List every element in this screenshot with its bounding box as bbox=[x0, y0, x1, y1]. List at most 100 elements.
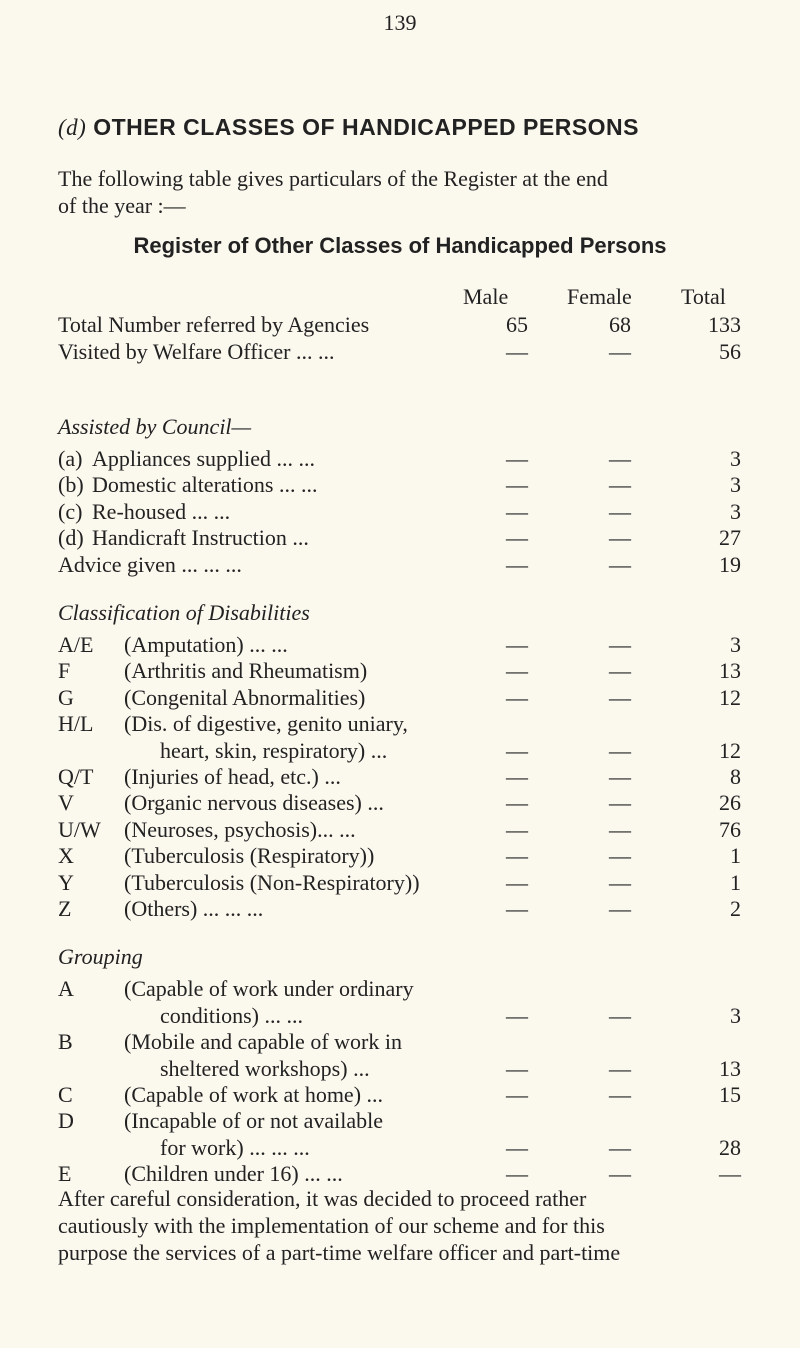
row-label: (Amputation) ... ... bbox=[124, 632, 288, 657]
female-value: — bbox=[609, 1082, 631, 1107]
female-value: — bbox=[609, 472, 631, 498]
female-value: — bbox=[609, 737, 631, 763]
table-row: C (Capable of work at home) ... — — 15 bbox=[0, 1082, 800, 1109]
table-row: Q/T (Injuries of head, etc.) ... — — 8 bbox=[0, 764, 800, 791]
female-value: — bbox=[609, 1134, 631, 1160]
female-value: — bbox=[609, 816, 631, 842]
intro-line-2: of the year :— bbox=[58, 193, 186, 218]
total-value: 1 bbox=[730, 843, 741, 869]
intro-line-1: The following table gives particulars of… bbox=[58, 166, 608, 191]
row-code: (a) bbox=[58, 446, 83, 471]
table-row: Visited by Welfare Officer ... ... — — 56 bbox=[0, 339, 800, 366]
row-code: (d) bbox=[58, 525, 84, 551]
male-value: — bbox=[506, 525, 528, 551]
total-value: 28 bbox=[719, 1134, 741, 1160]
female-value: — bbox=[609, 551, 631, 577]
row-label: heart, skin, respiratory) ... bbox=[160, 737, 388, 763]
row-code: Z bbox=[58, 896, 72, 921]
row-code: A bbox=[58, 976, 74, 1002]
row-label: (Incapable of or not available bbox=[124, 1108, 383, 1134]
female-value: — bbox=[609, 632, 631, 657]
table-row: E (Children under 16) ... ... — — — bbox=[0, 1161, 800, 1188]
column-header-total: Total bbox=[681, 284, 726, 309]
table-row: H/L (Dis. of digestive, genito uniary, bbox=[0, 711, 800, 738]
female-value: — bbox=[609, 764, 631, 789]
total-value: 3 bbox=[730, 498, 741, 524]
male-value: — bbox=[506, 764, 528, 789]
page-number: 139 bbox=[383, 10, 417, 35]
total-value: 3 bbox=[730, 472, 741, 498]
table-row: G (Congenital Abnormalities) — — 12 bbox=[0, 685, 800, 712]
table-row: Y (Tuberculosis (Non-Respiratory)) — — 1 bbox=[0, 870, 800, 897]
total-value: 1 bbox=[730, 869, 741, 895]
total-value: 13 bbox=[719, 658, 741, 684]
row-label: Advice given ... ... ... bbox=[58, 551, 242, 577]
row-label: for work) ... ... ... bbox=[160, 1134, 310, 1160]
table-row: heart, skin, respiratory) ... — — 12 bbox=[0, 738, 800, 765]
column-header-male: Male bbox=[463, 284, 509, 309]
table-row: conditions) ... ... — — 3 bbox=[0, 1003, 800, 1030]
total-value: 26 bbox=[719, 790, 741, 816]
female-value: — bbox=[609, 498, 631, 524]
total-value: 76 bbox=[719, 816, 741, 842]
table-row: Z (Others) ... ... ... — — 2 bbox=[0, 896, 800, 923]
row-code: E bbox=[58, 1161, 72, 1187]
female-value: — bbox=[609, 658, 631, 684]
table-row: F (Arthritis and Rheumatism) — — 13 bbox=[0, 658, 800, 685]
male-value: — bbox=[506, 551, 528, 577]
table-row: B (Mobile and capable of work in bbox=[0, 1029, 800, 1056]
table-row: A/E (Amputation) ... ... — — 3 bbox=[0, 632, 800, 659]
male-value: — bbox=[506, 790, 528, 816]
female-value: — bbox=[609, 896, 631, 921]
table-row: (c) Re-housed ... ... — — 3 bbox=[0, 499, 800, 526]
total-value: 56 bbox=[719, 338, 741, 364]
male-value: — bbox=[506, 338, 528, 364]
female-value: — bbox=[609, 525, 631, 551]
row-label: (Tuberculosis (Non-Respiratory)) bbox=[124, 869, 420, 895]
closing-line-2: cautiously with the implementation of ou… bbox=[58, 1213, 605, 1238]
row-label: (Capable of work at home) ... bbox=[124, 1082, 384, 1107]
male-value: — bbox=[506, 684, 528, 710]
female-value: — bbox=[609, 843, 631, 869]
row-code: U/W bbox=[58, 816, 101, 842]
table-row: D (Incapable of or not available bbox=[0, 1108, 800, 1135]
row-label: (Mobile and capable of work in bbox=[124, 1029, 402, 1055]
male-value: — bbox=[506, 816, 528, 842]
table-row: (d) Handicraft Instruction ... — — 27 bbox=[0, 525, 800, 552]
row-code: C bbox=[58, 1082, 73, 1107]
total-value: 3 bbox=[730, 1002, 741, 1028]
row-code: (c) bbox=[58, 498, 83, 524]
total-value: 12 bbox=[719, 684, 741, 710]
row-label: (Others) ... ... ... bbox=[124, 896, 264, 921]
total-value: 13 bbox=[719, 1055, 741, 1081]
total-value: 19 bbox=[719, 551, 741, 577]
male-value: — bbox=[506, 472, 528, 498]
table-row: Advice given ... ... ... — — 19 bbox=[0, 552, 800, 579]
male-value: — bbox=[506, 632, 528, 657]
total-value: 27 bbox=[719, 525, 741, 551]
total-value: 3 bbox=[730, 446, 741, 471]
row-code: G bbox=[58, 684, 74, 710]
female-value: — bbox=[609, 869, 631, 895]
row-code: Y bbox=[58, 869, 74, 895]
male-value: — bbox=[506, 658, 528, 684]
male-value: 65 bbox=[506, 312, 528, 337]
section-title: Classification of Disabilities bbox=[58, 600, 310, 625]
male-value: — bbox=[506, 843, 528, 869]
row-label: (Arthritis and Rheumatism) bbox=[124, 658, 368, 684]
row-label: (Tuberculosis (Respiratory)) bbox=[124, 843, 375, 869]
male-value: — bbox=[506, 869, 528, 895]
female-value: — bbox=[609, 790, 631, 816]
total-value: 133 bbox=[708, 312, 741, 337]
row-label: Domestic alterations ... ... bbox=[92, 472, 318, 498]
row-code: Q/T bbox=[58, 764, 94, 789]
table-row: sheltered workshops) ... — — 13 bbox=[0, 1056, 800, 1083]
heading-marker: (d) bbox=[58, 115, 87, 140]
row-label: (Congenital Abnormalities) bbox=[124, 684, 366, 710]
row-label: (Neuroses, psychosis)... ... bbox=[124, 816, 356, 842]
row-code: B bbox=[58, 1029, 73, 1055]
total-value: 8 bbox=[730, 764, 741, 789]
table-row: U/W (Neuroses, psychosis)... ... — — 76 bbox=[0, 817, 800, 844]
row-code: H/L bbox=[58, 711, 94, 737]
row-label: (Injuries of head, etc.) ... bbox=[124, 764, 341, 789]
